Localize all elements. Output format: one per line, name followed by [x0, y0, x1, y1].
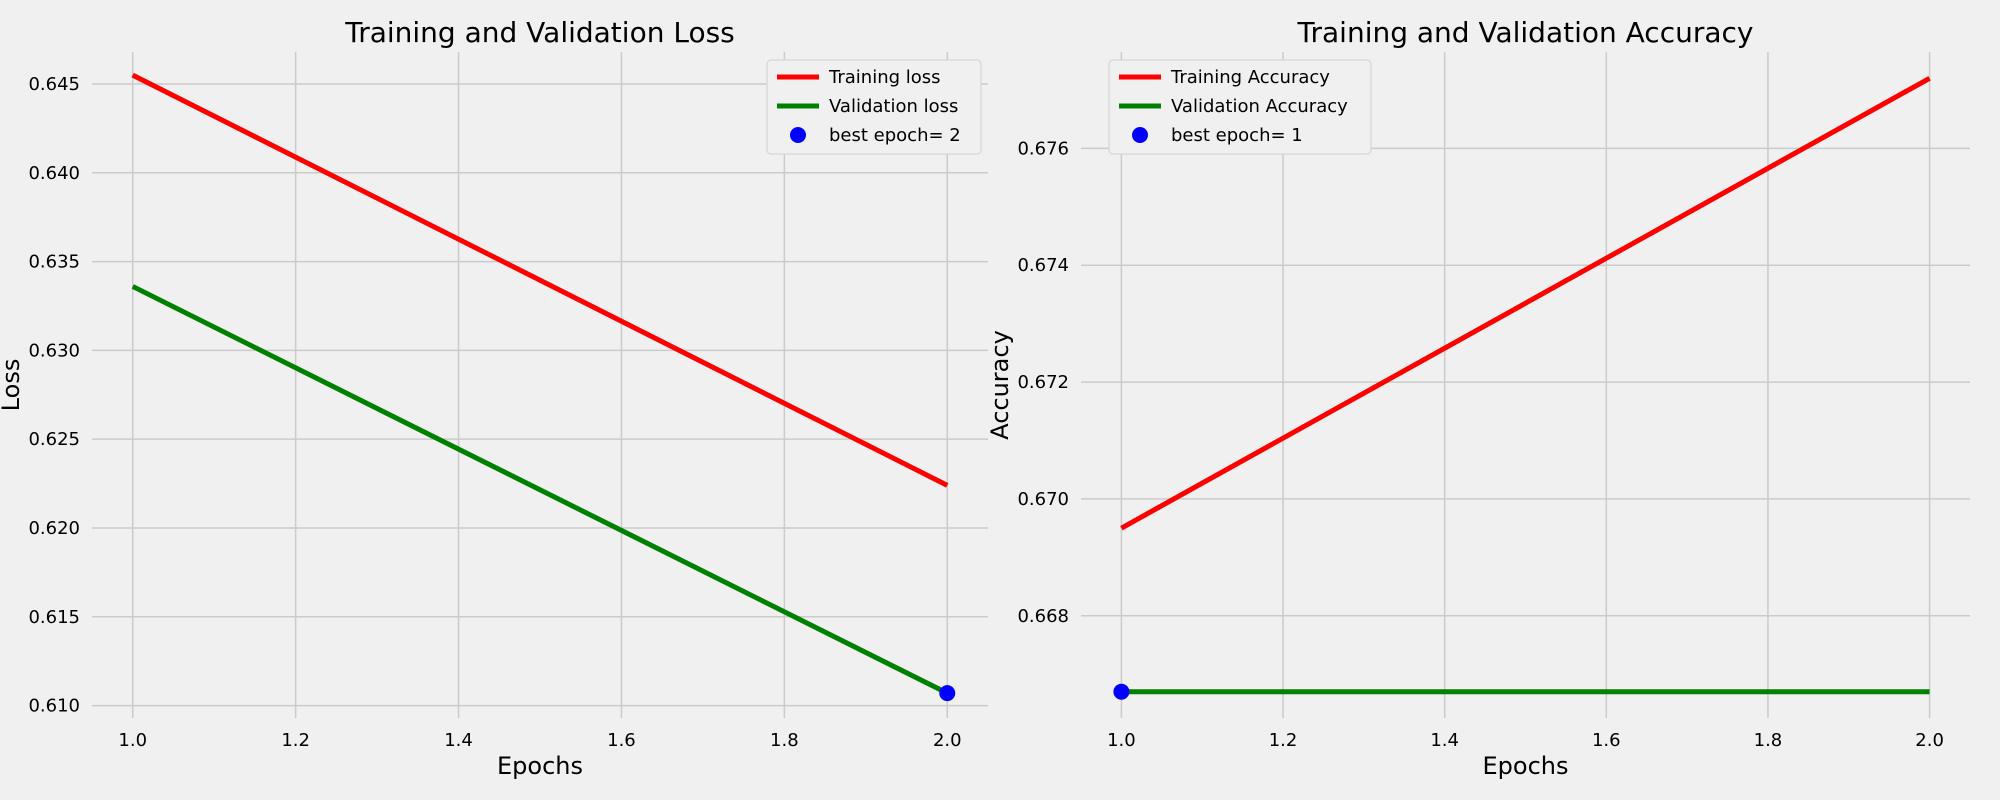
chart-title: Training and Validation Accuracy	[1297, 16, 1754, 49]
y-tick-label: 0.610	[28, 696, 80, 717]
legend-swatch-best	[1132, 127, 1148, 143]
x-tick-label: 1.6	[607, 730, 636, 751]
x-tick-label: 1.2	[1269, 730, 1298, 751]
legend-label: best epoch= 1	[1171, 125, 1303, 146]
loss-chart: 1.0 1.2 1.4 1.6 1.8 2.0 0.610 0.615 0.620 0.625 0.…	[0, 16, 988, 780]
series-line-validation-loss	[131, 284, 949, 696]
y-axis-label: Loss	[0, 359, 25, 412]
y-tick-label: 0.672	[1017, 372, 1069, 393]
y-tick-label: 0.668	[1017, 606, 1069, 627]
legend-swatch-best	[790, 127, 806, 143]
x-tick-label: 1.8	[770, 730, 799, 751]
x-axis-label: Epochs	[497, 752, 583, 780]
y-tick-label: 0.625	[28, 429, 80, 450]
legend-label: Validation Accuracy	[1171, 96, 1348, 117]
chart-title: Training and Validation Loss	[344, 16, 735, 49]
y-tick-label: 0.615	[28, 607, 80, 628]
legend-label: Validation loss	[829, 96, 958, 117]
y-tick-label: 0.640	[28, 163, 80, 184]
x-tick-label: 1.0	[1107, 730, 1136, 751]
y-axis-label: Accuracy	[986, 330, 1014, 440]
y-tick-label: 0.674	[1017, 255, 1069, 276]
series-line-training-loss	[131, 72, 949, 488]
y-tick-label: 0.676	[1017, 138, 1069, 159]
x-tick-label: 1.4	[444, 730, 473, 751]
x-tick-label: 1.8	[1754, 730, 1783, 751]
legend-label: best epoch= 2	[829, 125, 961, 146]
x-tick-label: 1.0	[118, 730, 147, 751]
y-tick-label: 0.620	[28, 518, 80, 539]
legend-box	[1108, 59, 1372, 155]
best-epoch-point	[939, 685, 956, 702]
y-tick-label: 0.635	[28, 252, 80, 273]
x-tick-label: 1.2	[281, 730, 310, 751]
x-tick-label: 2.0	[933, 730, 962, 751]
legend: Training loss Validation loss best epoch= …	[766, 59, 982, 155]
y-tick-label: 0.630	[28, 340, 80, 361]
x-tick-label: 1.4	[1430, 730, 1459, 751]
y-tick-label: 0.670	[1017, 489, 1069, 510]
best-epoch-point	[1113, 683, 1130, 700]
legend: Training Accuracy Validation Accuracy best…	[1108, 59, 1372, 155]
x-tick-label: 2.0	[1915, 730, 1944, 751]
series-line-training-accuracy	[1120, 76, 1931, 531]
legend-label: Training loss	[828, 67, 941, 88]
x-tick-label: 1.6	[1592, 730, 1621, 751]
y-tick-label: 0.645	[28, 74, 80, 95]
legend-label: Training Accuracy	[1170, 67, 1330, 88]
legend-box	[766, 59, 982, 155]
x-axis-label: Epochs	[1483, 752, 1569, 780]
accuracy-chart: 1.0 1.2 1.4 1.6 1.8 2.0 0.668 0.670 0.672 0.674 0.…	[986, 16, 1970, 780]
